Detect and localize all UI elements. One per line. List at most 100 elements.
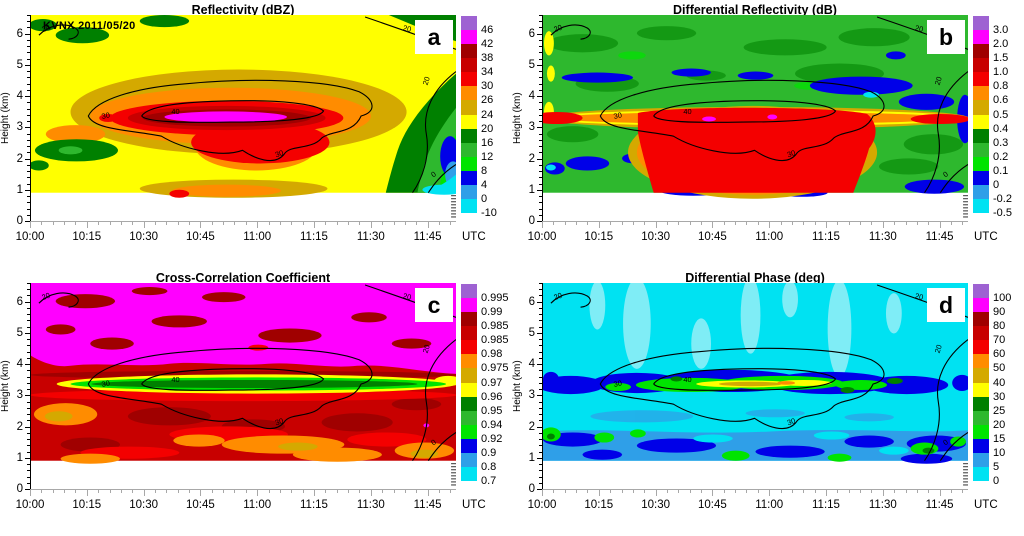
y-tick-label: 1 <box>528 183 535 196</box>
colorbar-segment <box>461 128 477 143</box>
colorbar-segment <box>461 114 477 129</box>
y-tick-label: 3 <box>16 121 23 134</box>
colorbar-segment <box>461 184 477 200</box>
y-tick-label: 2 <box>528 152 535 165</box>
colorbar-segment <box>461 284 477 299</box>
y-axis-tick <box>539 171 542 173</box>
x-axis-tick <box>860 222 862 225</box>
colorbar-segment <box>973 58 989 73</box>
x-axis-tick <box>120 222 122 225</box>
colorbar-segment <box>973 467 989 482</box>
y-axis-tick <box>25 189 30 191</box>
y-axis-tick <box>539 133 542 135</box>
y-tick-label: 3 <box>528 389 535 402</box>
colorbar-tick-label: 0.6 <box>993 94 1009 107</box>
x-axis-tick <box>564 490 566 493</box>
colorbar-segment <box>973 142 989 157</box>
y-axis-tick <box>25 301 30 303</box>
colorbar-tick-label: 10 <box>993 446 1006 459</box>
plot-area: KVNX 2011/05/20 a <box>30 15 456 221</box>
y-axis-tick <box>539 326 542 328</box>
colorbar-labels: 46 42 38 34 30 26 24 20 16 12 8 4 0 -10 <box>477 16 512 219</box>
colorbar-tick-label: 0.94 <box>481 418 503 431</box>
panel-letter-text: d <box>938 291 954 318</box>
plot-area: d <box>542 283 968 489</box>
colorbar-segment <box>461 368 477 383</box>
x-axis: 10:00 10:15 10:30 10:45 11:00 11:15 11:30 11:45… <box>16 489 486 536</box>
y-axis-tick <box>539 27 542 29</box>
colorbar-segment <box>973 170 989 185</box>
x-tick-label: 10:15 <box>72 231 102 243</box>
y-axis-tick <box>539 46 542 48</box>
y-axis-tick <box>539 345 542 347</box>
x-tick-label: 10:00 <box>15 231 45 243</box>
y-axis-tick <box>539 83 542 85</box>
x-axis-tick <box>427 222 429 228</box>
y-axis-tick <box>539 39 542 41</box>
y-tick-label: 6 <box>16 27 23 40</box>
colorbar-tick-label: 0.995 <box>481 292 509 305</box>
y-axis-tick <box>27 114 30 116</box>
x-axis-tick <box>632 490 634 493</box>
y-axis-tick <box>27 476 30 478</box>
x-axis-tick <box>302 222 304 225</box>
x-axis-tick <box>950 222 952 225</box>
y-axis-tick <box>539 164 542 166</box>
x-axis-tick <box>598 490 600 496</box>
colorbar-segment <box>973 354 989 369</box>
x-axis-tick <box>542 222 543 228</box>
y-axis-label: Height (km) <box>0 360 11 412</box>
y-tick-label: 0 <box>16 215 23 227</box>
x-axis-tick <box>313 490 315 496</box>
y-axis-tick <box>25 457 30 459</box>
x-axis-tick <box>723 490 725 493</box>
x-tick-label: 10:15 <box>584 499 614 511</box>
colorbar-segment <box>973 72 989 87</box>
x-axis-tick <box>211 490 213 493</box>
y-axis-tick <box>27 196 30 198</box>
colorbar-tick-label: 34 <box>481 66 494 79</box>
colorbar-tick-label: 30 <box>993 390 1006 403</box>
x-axis-tick <box>769 490 771 496</box>
panel-title: Differential Phase (deg) <box>685 271 825 285</box>
x-axis-tick <box>450 222 452 225</box>
y-axis-tick <box>27 345 30 347</box>
y-axis: 0 1 2 3 4 5 6 <box>13 15 30 227</box>
y-axis-tick <box>25 426 30 428</box>
x-axis-tick <box>791 490 793 493</box>
y-tick-label: 1 <box>16 451 23 464</box>
x-axis-tick <box>712 222 714 228</box>
colorbar-tick-label: 0.99 <box>481 306 503 319</box>
colorbar-segment <box>973 326 989 341</box>
colorbar-segment <box>461 44 477 59</box>
x-axis-tick <box>393 222 395 225</box>
y-tick-label: 1 <box>16 183 23 196</box>
x-axis-tick <box>291 222 293 225</box>
y-axis-tick <box>27 307 30 309</box>
y-axis-tick <box>539 289 542 291</box>
x-axis-tick <box>803 490 805 493</box>
x-axis-tick <box>825 222 827 228</box>
x-axis-tick <box>894 490 896 493</box>
x-axis-tick <box>257 490 259 496</box>
y-axis-tick <box>27 382 30 384</box>
x-axis-tick <box>64 222 66 225</box>
y-tick-label: 2 <box>16 152 23 165</box>
colorbar-segment <box>973 424 989 439</box>
y-axis-tick <box>539 376 542 378</box>
x-axis-tick <box>234 222 236 225</box>
x-axis-tick <box>234 490 236 493</box>
x-axis-tick <box>701 490 703 493</box>
y-axis-tick <box>537 189 542 191</box>
x-axis-tick <box>848 222 850 225</box>
x-axis-tick <box>916 222 918 225</box>
x-axis-tick <box>64 490 66 493</box>
y-axis-tick <box>539 77 542 79</box>
x-axis-tick <box>359 222 361 225</box>
y-axis-tick <box>27 89 30 91</box>
y-axis-tick <box>537 127 542 129</box>
colorbar-tick-label: 16 <box>481 136 494 149</box>
y-axis-tick <box>27 326 30 328</box>
x-axis-tick <box>655 490 657 496</box>
y-axis-tick <box>27 83 30 85</box>
